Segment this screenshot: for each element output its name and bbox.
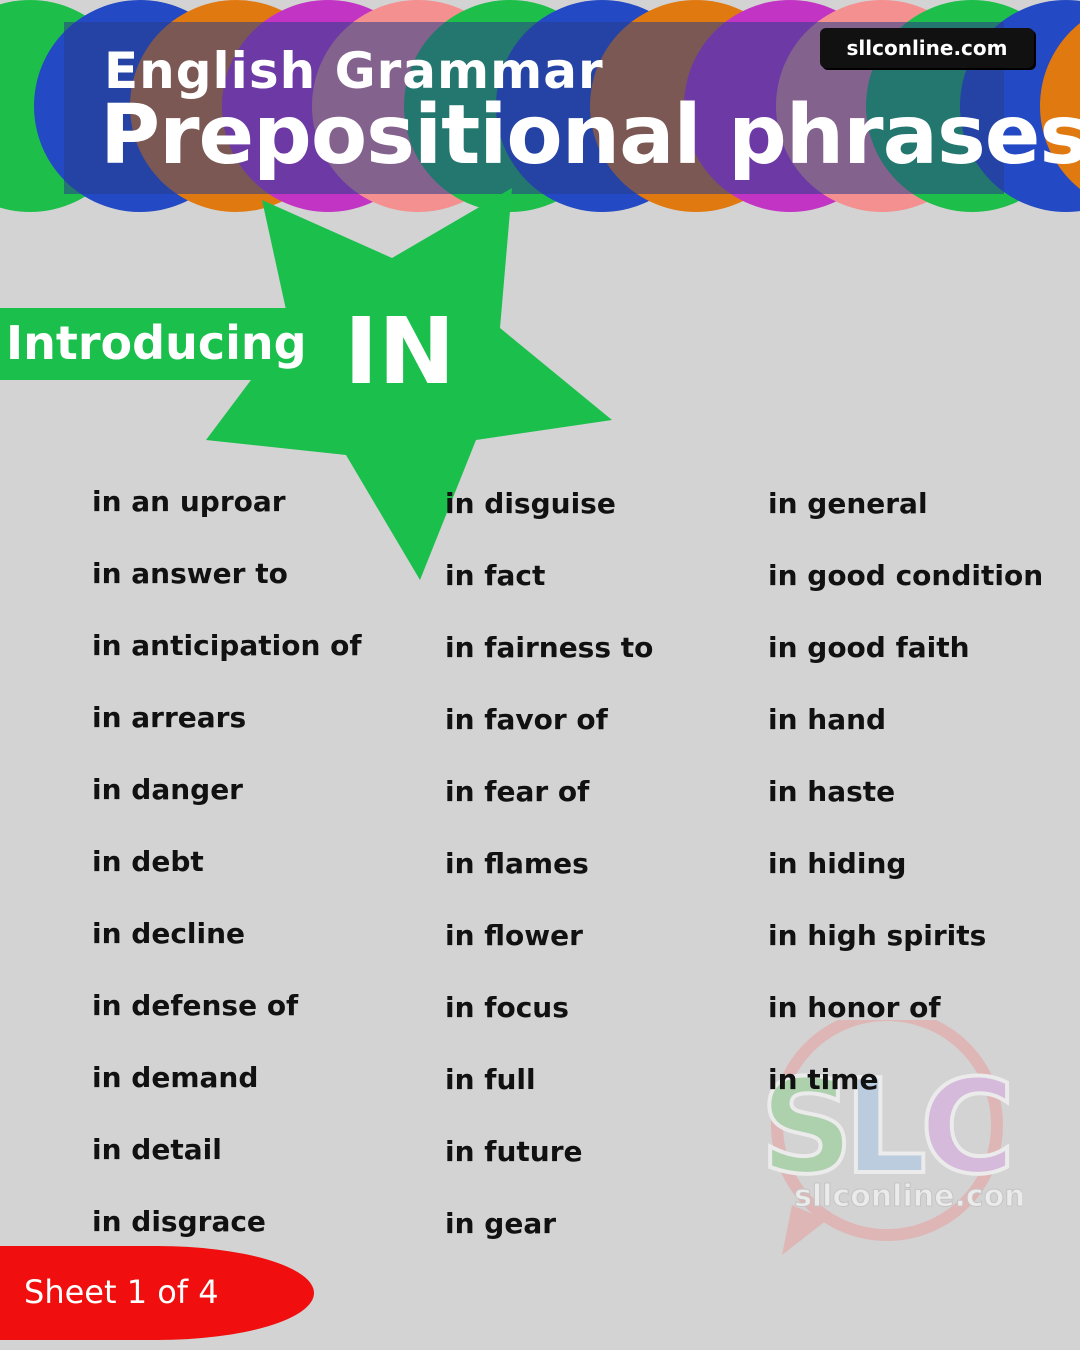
list-item: in answer to [92, 557, 288, 590]
list-item: in demand [92, 1061, 259, 1094]
list-item: in an uproar [92, 485, 286, 518]
list-item: in fact [445, 559, 546, 592]
list-item: in honor of [768, 991, 941, 1024]
list-item: in fear of [445, 775, 590, 808]
list-item: in arrears [92, 701, 247, 734]
list-item: in flames [445, 847, 589, 880]
svg-text:C: C [920, 1051, 1015, 1203]
title-subject: English Grammar [104, 42, 604, 100]
list-item: in detail [92, 1133, 222, 1166]
list-item: in haste [768, 775, 896, 808]
list-item: in hiding [768, 847, 907, 880]
list-item: in full [445, 1063, 536, 1096]
list-item: in good condition [768, 559, 1044, 592]
list-item: in defense of [92, 989, 299, 1022]
svg-text:sllconline.com: sllconline.com [794, 1179, 1022, 1214]
list-item: in gear [445, 1207, 557, 1240]
list-item: in disguise [445, 487, 616, 520]
site-badge: sllconline.com [820, 28, 1034, 68]
slc-watermark-logo: S L C sllconline.com [758, 1020, 1022, 1255]
preposition-word: IN [344, 298, 456, 405]
svg-text:L: L [844, 1051, 927, 1203]
list-item: in focus [445, 991, 569, 1024]
list-item: in debt [92, 845, 204, 878]
list-item: in hand [768, 703, 887, 736]
list-item: in anticipation of [92, 629, 362, 662]
list-item: in high spirits [768, 919, 987, 952]
list-item: in good faith [768, 631, 970, 664]
list-item: in flower [445, 919, 583, 952]
list-item: in danger [92, 773, 243, 806]
list-item: in future [445, 1135, 583, 1168]
sheet-badge [0, 1246, 314, 1340]
list-item: in disgrace [92, 1205, 266, 1238]
list-item: in favor of [445, 703, 608, 736]
svg-text:S: S [760, 1051, 854, 1203]
intro-label: Introducing [6, 316, 307, 370]
page-title: Prepositional phrases [100, 88, 1080, 183]
list-item: in decline [92, 917, 246, 950]
list-item: in general [768, 487, 928, 520]
star-icon [206, 188, 612, 580]
list-item: in time [768, 1063, 879, 1096]
list-item: in fairness to [445, 631, 654, 664]
sheet-label: Sheet 1 of 4 [24, 1273, 219, 1311]
